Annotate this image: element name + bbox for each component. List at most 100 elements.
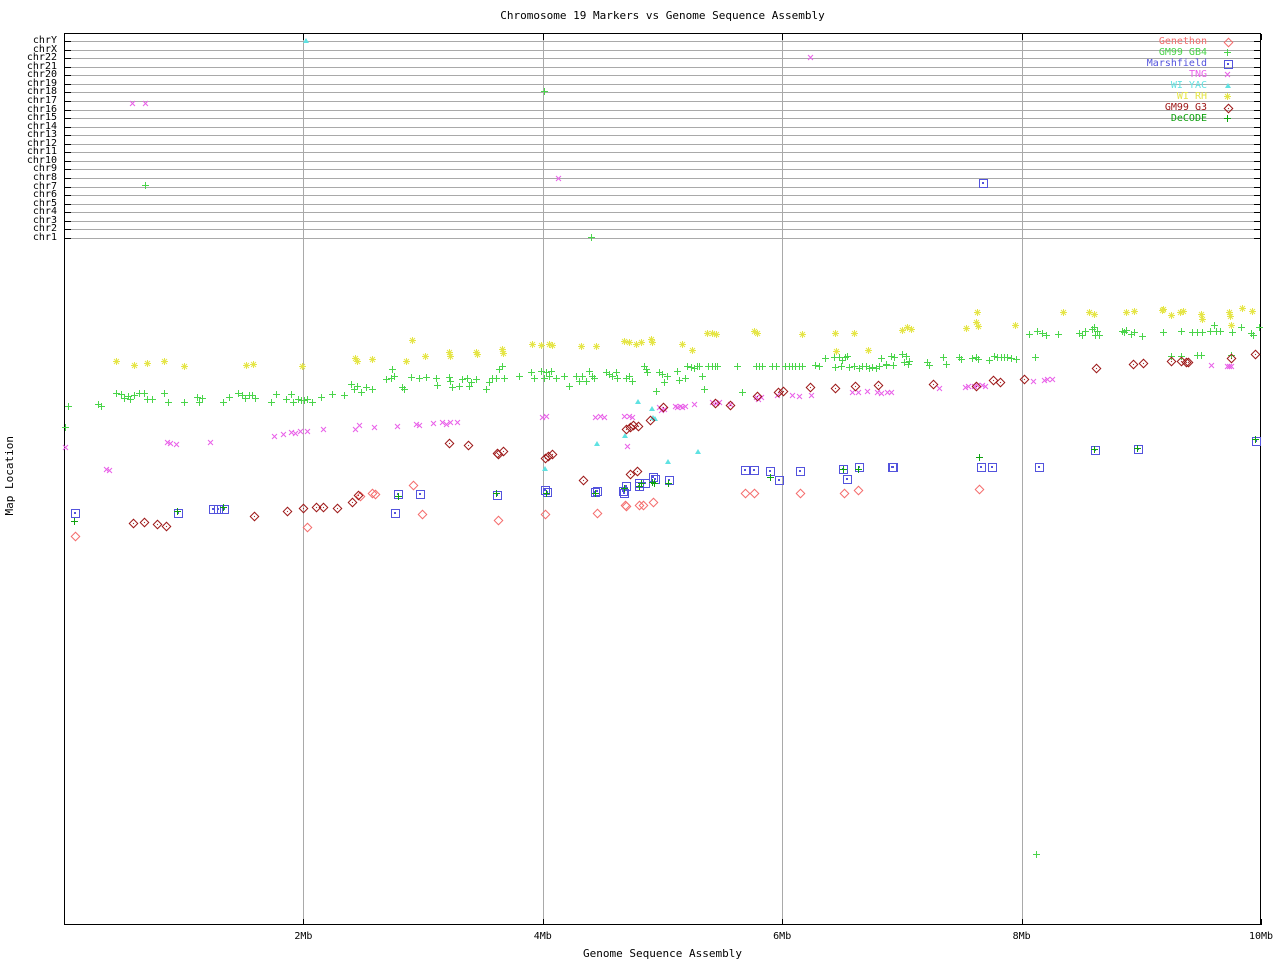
data-point-marker (416, 490, 425, 499)
data-point-marker (751, 328, 758, 335)
data-point-marker (483, 386, 490, 393)
data-point-marker (656, 369, 663, 376)
data-point-marker (501, 375, 508, 382)
chromosome-label: chr19 (26, 77, 57, 89)
data-point-marker (496, 366, 503, 373)
data-point-marker (1160, 329, 1167, 336)
data-point-marker (775, 476, 784, 485)
data-point-marker (1249, 308, 1256, 315)
data-point-marker (622, 482, 631, 491)
data-point-marker (593, 487, 602, 496)
data-point-marker (643, 366, 650, 373)
data-point-marker (633, 341, 640, 348)
data-point-marker (273, 391, 280, 398)
chromosome-line (64, 169, 1261, 171)
data-point-marker (1139, 333, 1146, 340)
data-point-marker (541, 88, 548, 95)
data-point-marker (851, 363, 858, 370)
data-point-marker (388, 375, 395, 382)
data-point-marker (1213, 328, 1220, 335)
data-point-marker (1194, 329, 1201, 336)
data-point-marker (689, 347, 696, 354)
data-point-marker (883, 362, 890, 369)
data-point-marker (71, 509, 80, 518)
legend-label: WI RH (1176, 91, 1207, 102)
data-point-marker (759, 363, 766, 370)
data-point-marker (816, 363, 823, 370)
data-point-marker (649, 406, 655, 411)
chromosome-label: chr1 (32, 232, 57, 243)
data-point-marker (529, 341, 536, 348)
data-point-marker (466, 383, 473, 390)
data-point-marker (649, 339, 656, 346)
y-axis-label: Map Location (3, 436, 16, 516)
data-point-marker (866, 365, 873, 372)
data-point-marker (71, 518, 78, 525)
data-point-marker (113, 390, 120, 397)
chromosome-label: chr18 (26, 86, 57, 98)
data-point-marker (1034, 328, 1041, 335)
data-point-marker (434, 382, 441, 389)
data-point-marker (1228, 322, 1235, 329)
data-point-marker (838, 363, 845, 370)
data-point-marker (878, 355, 885, 362)
data-point-marker (395, 493, 402, 500)
data-point-marker (1092, 332, 1099, 339)
y-tick-mark (1254, 41, 1260, 42)
y-tick-mark (65, 143, 71, 145)
y-tick-mark (65, 92, 71, 94)
data-point-marker (1178, 328, 1185, 335)
y-tick-mark (65, 178, 71, 180)
data-point-marker (843, 475, 852, 484)
data-point-marker (1199, 316, 1206, 323)
data-point-marker (214, 505, 223, 514)
data-point-marker (695, 449, 701, 454)
data-point-marker (250, 361, 257, 368)
x-tick-mark (542, 919, 544, 925)
y-tick-mark (1254, 229, 1260, 231)
data-point-marker (447, 378, 454, 385)
data-point-marker (865, 347, 872, 354)
chromosome-line (64, 220, 1261, 222)
chromosome-line (64, 212, 1261, 214)
y-tick-mark (65, 160, 71, 162)
data-point-marker (408, 374, 415, 381)
data-point-marker (239, 392, 246, 399)
data-point-marker (578, 343, 585, 350)
legend-marker-icon (1224, 49, 1231, 56)
data-point-marker (609, 373, 616, 380)
data-point-marker (1012, 322, 1019, 329)
x-tick-label: 10Mb (1248, 931, 1274, 942)
y-tick-mark (65, 203, 71, 205)
data-point-marker (696, 363, 703, 370)
data-point-marker (1134, 445, 1141, 452)
data-point-marker (566, 383, 573, 390)
data-point-marker (904, 324, 911, 331)
data-point-marker (665, 476, 674, 485)
y-tick-mark (1254, 178, 1260, 180)
y-tick-mark (65, 49, 71, 51)
data-point-marker (541, 486, 550, 495)
data-point-marker (622, 433, 628, 438)
data-point-marker (447, 353, 454, 360)
data-point-marker (973, 354, 980, 361)
data-point-marker (149, 396, 156, 403)
data-point-marker (131, 362, 138, 369)
data-point-marker (844, 353, 851, 360)
data-point-marker (836, 354, 843, 361)
x-tick-mark (1261, 919, 1262, 925)
y-tick-mark (1254, 238, 1260, 239)
data-point-marker (905, 361, 912, 368)
data-point-marker (543, 490, 550, 497)
chromosome-label: chr21 (26, 60, 57, 72)
data-point-marker (641, 363, 648, 370)
y-tick-mark (1254, 203, 1260, 205)
data-point-marker (579, 373, 586, 380)
data-point-marker (649, 479, 656, 486)
data-point-marker (199, 395, 206, 402)
data-point-marker (741, 466, 750, 475)
legend-marker-icon (1225, 83, 1231, 88)
data-point-marker (1256, 324, 1263, 331)
data-point-marker (593, 343, 600, 350)
data-point-marker (796, 467, 805, 476)
